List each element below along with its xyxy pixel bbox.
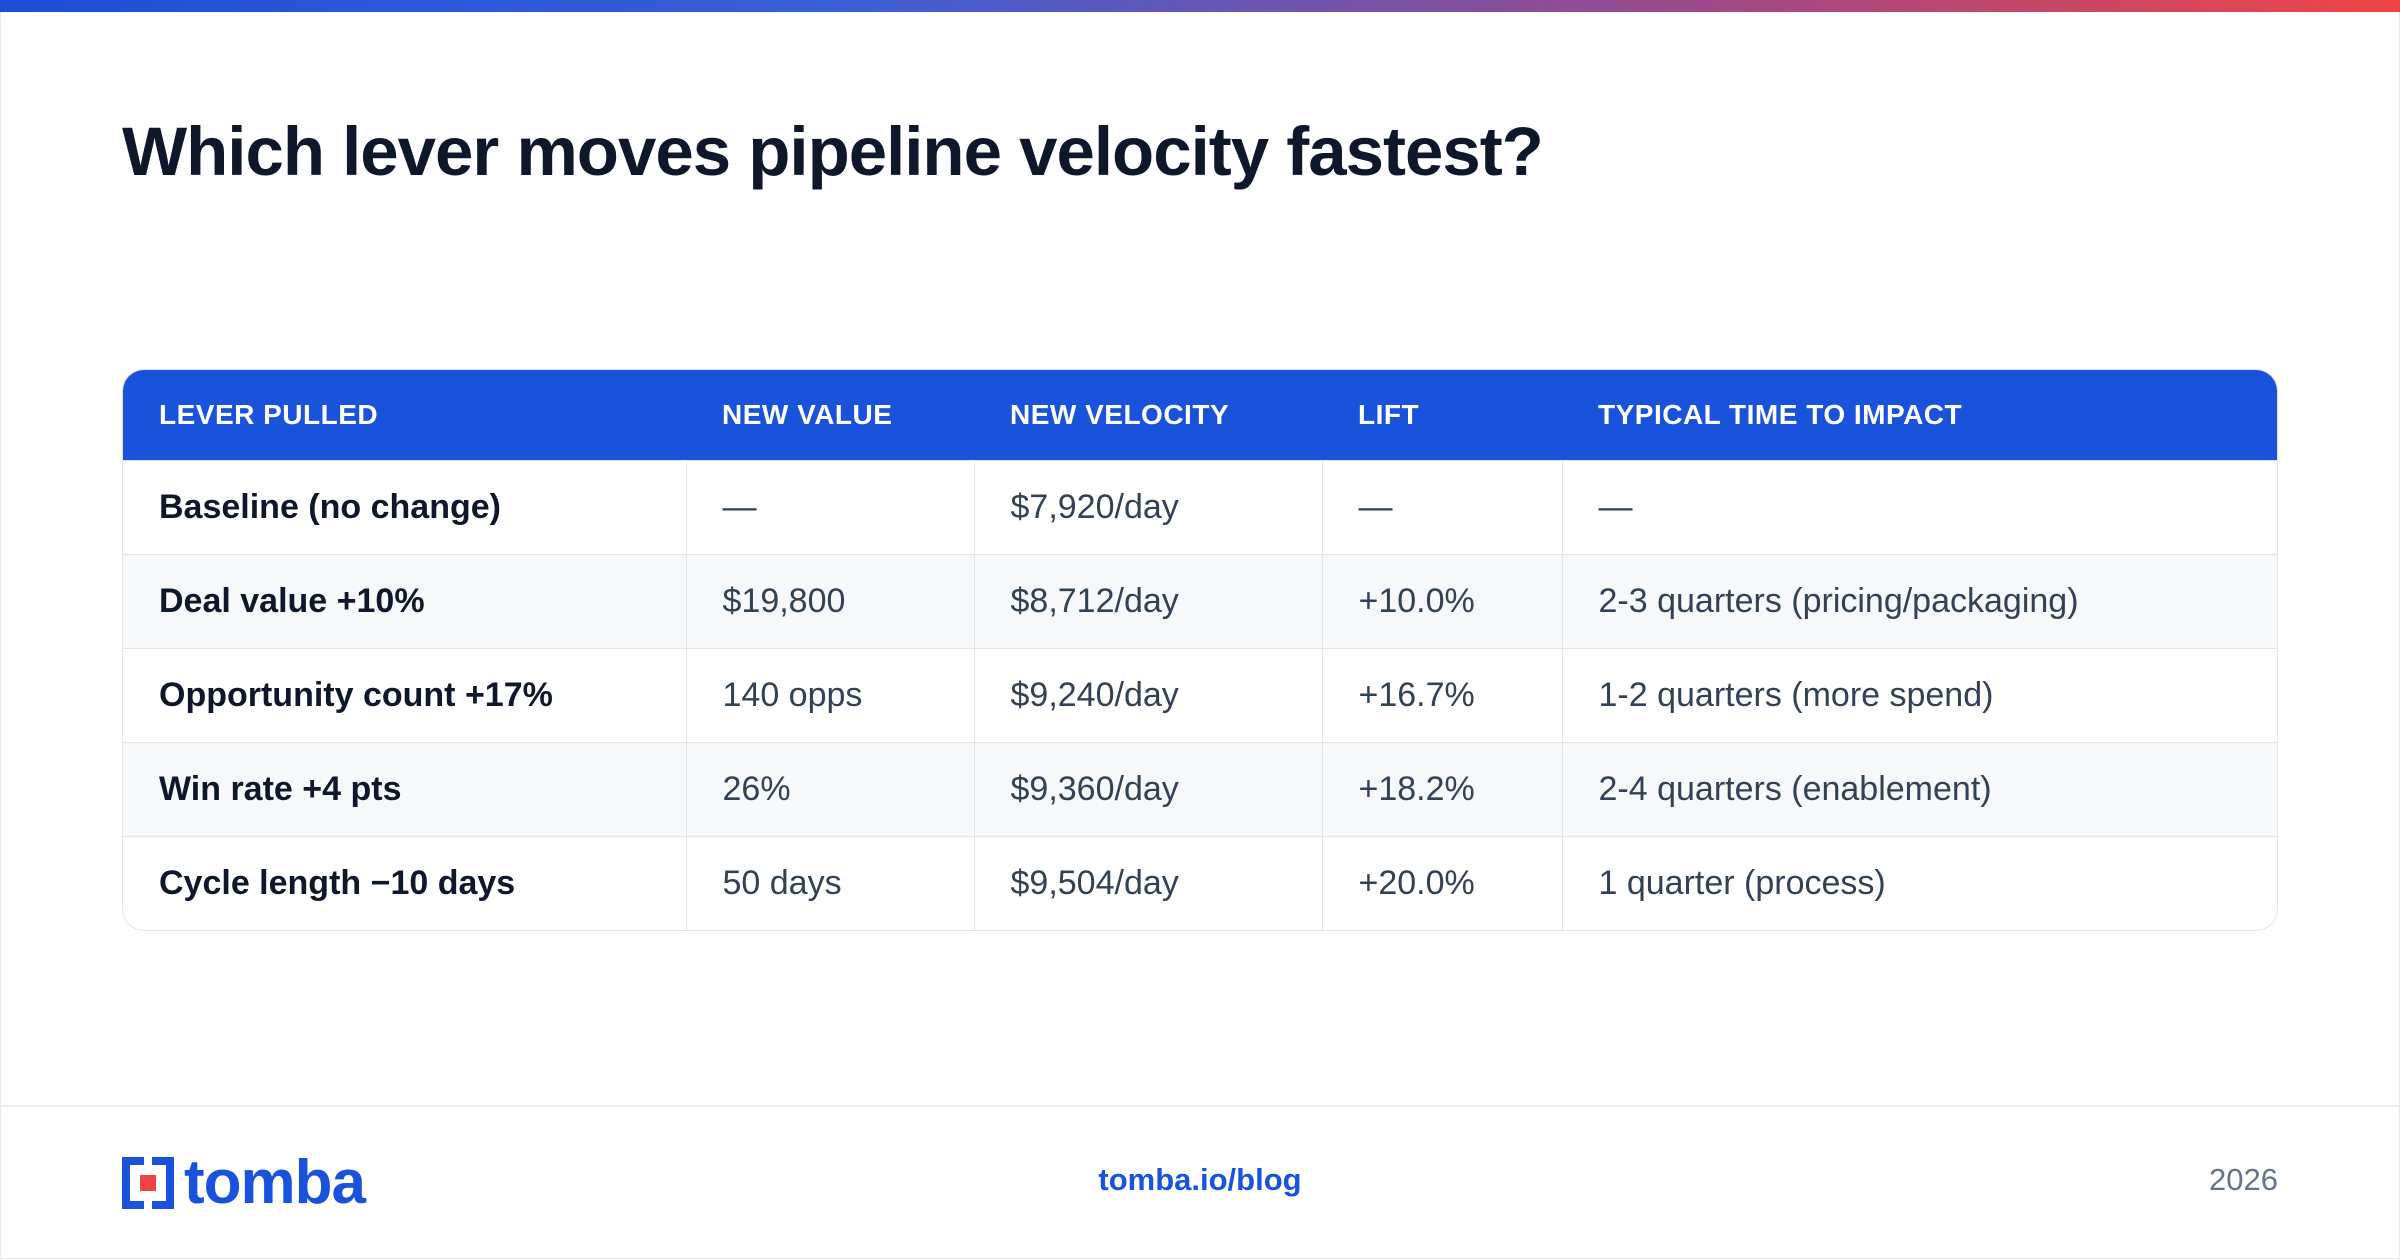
lever-cell: Win rate +4 pts: [123, 742, 686, 837]
new-value-cell: 140 opps: [685, 648, 974, 743]
lift-cell: +20.0%: [1321, 836, 1562, 930]
lift-cell: +10.0%: [1321, 554, 1562, 649]
table-header-row: LEVER PULLED NEW VALUE NEW VELOCITY LIFT…: [123, 370, 2277, 461]
lever-cell: Baseline (no change): [123, 460, 686, 555]
header-new-velocity: NEW VELOCITY: [1010, 399, 1230, 430]
page-title: Which lever moves pipeline velocity fast…: [122, 113, 1544, 190]
new-velocity-cell: $8,712/day: [973, 554, 1322, 649]
table-row: Cycle length −10 days 50 days $9,504/day…: [123, 836, 2277, 930]
table-row: Baseline (no change) — $7,920/day — —: [123, 460, 2277, 555]
new-value-cell: $19,800: [685, 554, 974, 649]
lift-cell: +16.7%: [1321, 648, 1562, 743]
time-to-impact-cell: 1-2 quarters (more spend): [1561, 648, 2277, 743]
table-row: Win rate +4 pts 26% $9,360/day +18.2% 2-…: [123, 742, 2277, 837]
logo-wordmark: tomba: [184, 1148, 366, 1217]
header-new-value: NEW VALUE: [722, 399, 893, 430]
tomba-logo[interactable]: tomba: [122, 1148, 366, 1217]
time-to-impact-cell: 2-4 quarters (enablement): [1561, 742, 2277, 837]
footer-year: 2026: [2209, 1162, 2278, 1197]
footer-divider: [0, 1105, 2400, 1107]
header-lift: LIFT: [1358, 399, 1420, 430]
table-row: Opportunity count +17% 140 opps $9,240/d…: [123, 648, 2277, 743]
new-value-cell: 26%: [685, 742, 974, 837]
lift-cell: +18.2%: [1321, 742, 1562, 837]
time-to-impact-cell: 2-3 quarters (pricing/packaging): [1561, 554, 2277, 649]
lever-cell: Deal value +10%: [123, 554, 686, 649]
new-velocity-cell: $9,504/day: [973, 836, 1322, 930]
table-row: Deal value +10% $19,800 $8,712/day +10.0…: [123, 554, 2277, 649]
lift-cell: —: [1321, 460, 1562, 555]
new-velocity-cell: $9,240/day: [973, 648, 1322, 743]
new-value-cell: 50 days: [685, 836, 974, 930]
top-gradient-bar: [0, 0, 2400, 12]
lever-cell: Cycle length −10 days: [123, 836, 686, 930]
time-to-impact-cell: —: [1561, 460, 2277, 555]
header-lever-pulled: LEVER PULLED: [159, 399, 379, 430]
new-velocity-cell: $9,360/day: [973, 742, 1322, 837]
lever-table: LEVER PULLED NEW VALUE NEW VELOCITY LIFT…: [122, 369, 2278, 931]
new-value-cell: —: [685, 460, 974, 555]
blog-link[interactable]: tomba.io/blog: [1098, 1162, 1302, 1197]
header-time-to-impact: TYPICAL TIME TO IMPACT: [1598, 399, 1963, 430]
tomba-logo-icon: [122, 1157, 174, 1209]
lever-cell: Opportunity count +17%: [123, 648, 686, 743]
new-velocity-cell: $7,920/day: [973, 460, 1322, 555]
time-to-impact-cell: 1 quarter (process): [1561, 836, 2277, 930]
